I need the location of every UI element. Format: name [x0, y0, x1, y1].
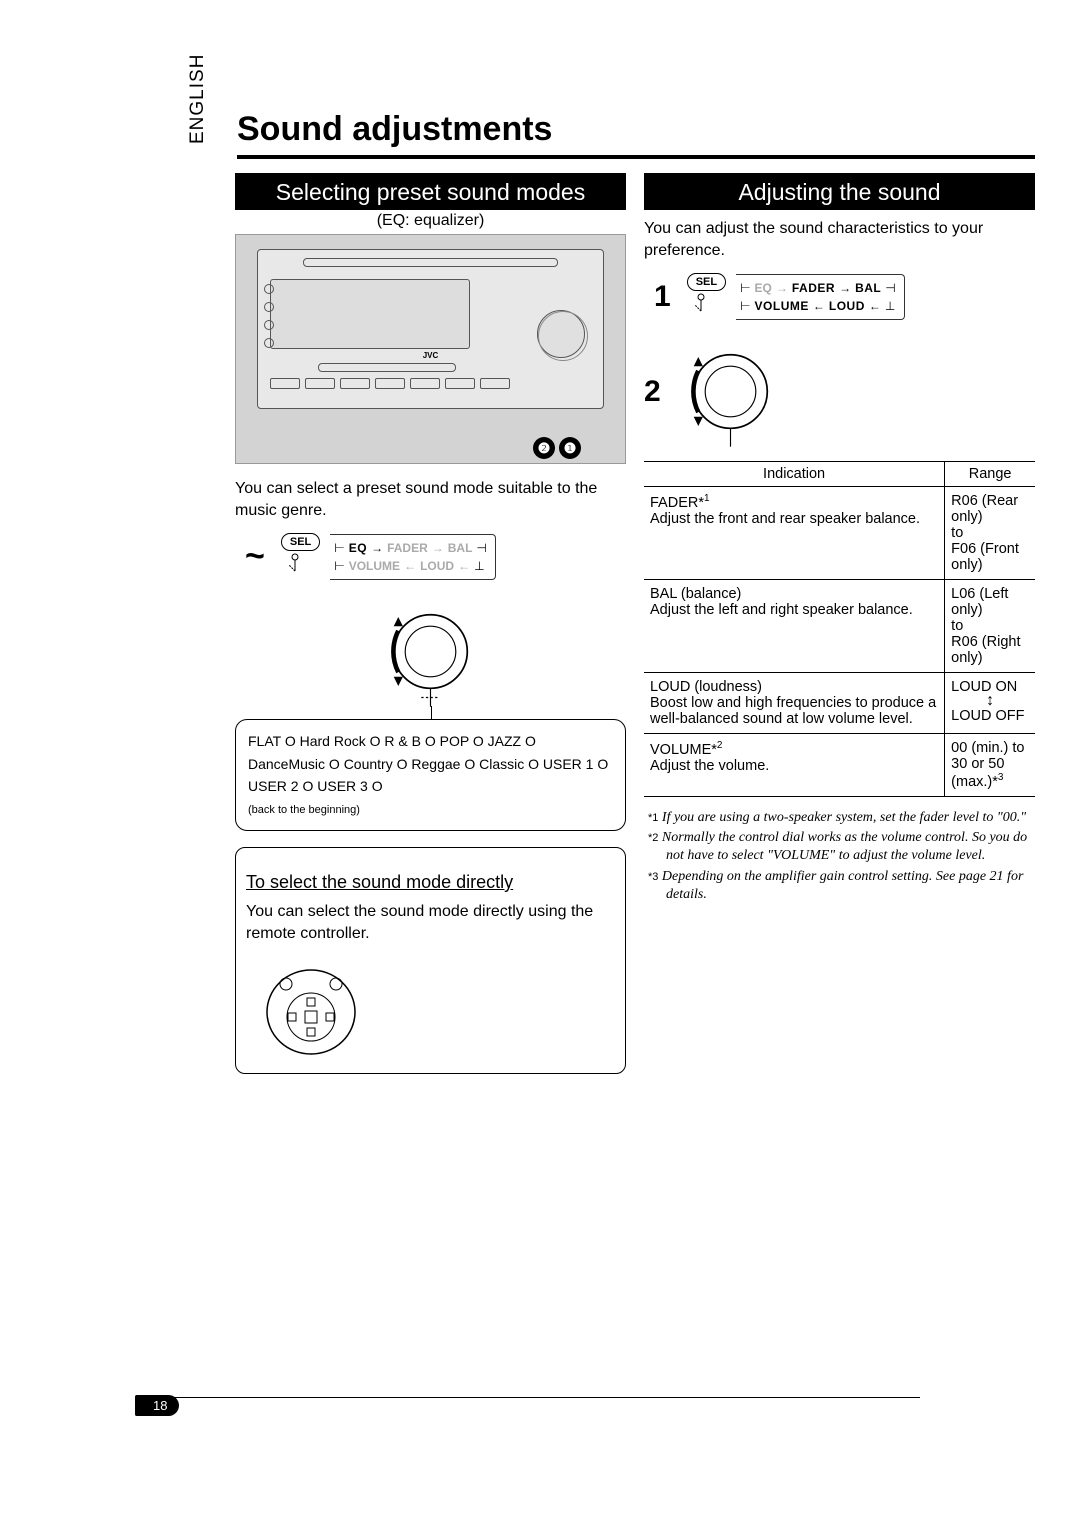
left-banner: Selecting preset sound modes	[235, 173, 626, 210]
flow-sequence: ⊢ EQ→ FADER→ BAL⊣ ⊢ VOLUME← LOUD←⊥	[330, 534, 496, 580]
device-illustration-box: JVC ❷ ❶	[235, 234, 626, 464]
right-intro-text: You can adjust the sound characteristics…	[644, 218, 1035, 261]
direct-heading: To select the sound mode directly	[246, 872, 513, 893]
adjustment-table: Indication Range FADER*1Adjust the front…	[644, 461, 1035, 797]
flow-sequence-2: ⊢ EQ→ FADER→ BAL⊣ ⊢ VOLUME← LOUD←⊥	[736, 274, 905, 320]
step1-diagram: 1 SEL ⊢ EQ→ FADER→ BAL⊣ ⊢	[654, 273, 1035, 320]
table-row: FADER*1Adjust the front and rear speaker…	[644, 487, 1035, 580]
preset-list-callout: FLAT O Hard Rock O R & B O POP O JAZZ O …	[235, 719, 626, 831]
language-tab: ENGLISH	[187, 50, 209, 148]
control-dial-icon	[537, 310, 585, 358]
rotary-dial-icon	[373, 594, 488, 709]
preset-list: FLAT O Hard Rock O R & B O POP O JAZZ O …	[248, 733, 608, 794]
updown-icon: ↕	[951, 695, 1029, 708]
remote-controller-icon	[256, 962, 366, 1062]
table-row: VOLUME*2Adjust the volume. 00 (min.) to …	[644, 734, 1035, 797]
step-indicators: ❷ ❶	[533, 437, 581, 459]
footer-rule	[135, 1397, 920, 1398]
direct-select-box: To select the sound mode directly You ca…	[235, 847, 626, 1074]
content-area: Sound adjustments ENGLISH Selecting pres…	[235, 110, 1035, 1074]
table-row: BAL (balance)Adjust the left and right s…	[644, 580, 1035, 673]
indicator-1: ❶	[559, 437, 581, 459]
left-column: Selecting preset sound modes (EQ: equali…	[235, 173, 626, 1074]
col-range: Range	[945, 462, 1035, 487]
step-2-number: 2	[644, 375, 661, 409]
back-to-beginning-note: (back to the beginning)	[248, 804, 360, 816]
direct-text: You can select the sound mode directly u…	[246, 901, 615, 944]
right-column: Adjusting the sound You can adjust the s…	[644, 173, 1035, 1074]
sel-button-icon: SEL	[281, 533, 320, 551]
step2-diagram: 2	[644, 334, 1035, 449]
page-number: 18	[135, 1395, 179, 1416]
left-intro-text: You can select a preset sound mode suita…	[235, 478, 626, 521]
tilde-mark: ~	[245, 537, 265, 576]
page-title: Sound adjustments	[237, 110, 1035, 159]
head-unit-illustration: JVC	[257, 249, 604, 409]
table-row: LOUD (loudness)Boost low and high freque…	[644, 673, 1035, 734]
page-container: Sound adjustments ENGLISH Selecting pres…	[0, 0, 1080, 1528]
rotary-dial-icon-2	[673, 334, 788, 449]
col-indication: Indication	[644, 462, 945, 487]
eq-subtitle: (EQ: equalizer)	[235, 212, 626, 230]
step-1-number: 1	[654, 280, 671, 314]
indicator-2: ❷	[533, 437, 555, 459]
sel-flow-diagram: ~ SEL ⊢ EQ→ FADER→ BAL⊣ ⊢	[245, 533, 626, 580]
sel-button-icon-2: SEL	[687, 273, 726, 291]
right-banner: Adjusting the sound	[644, 173, 1035, 210]
footnotes: *1 If you are using a two-speaker system…	[644, 809, 1035, 904]
